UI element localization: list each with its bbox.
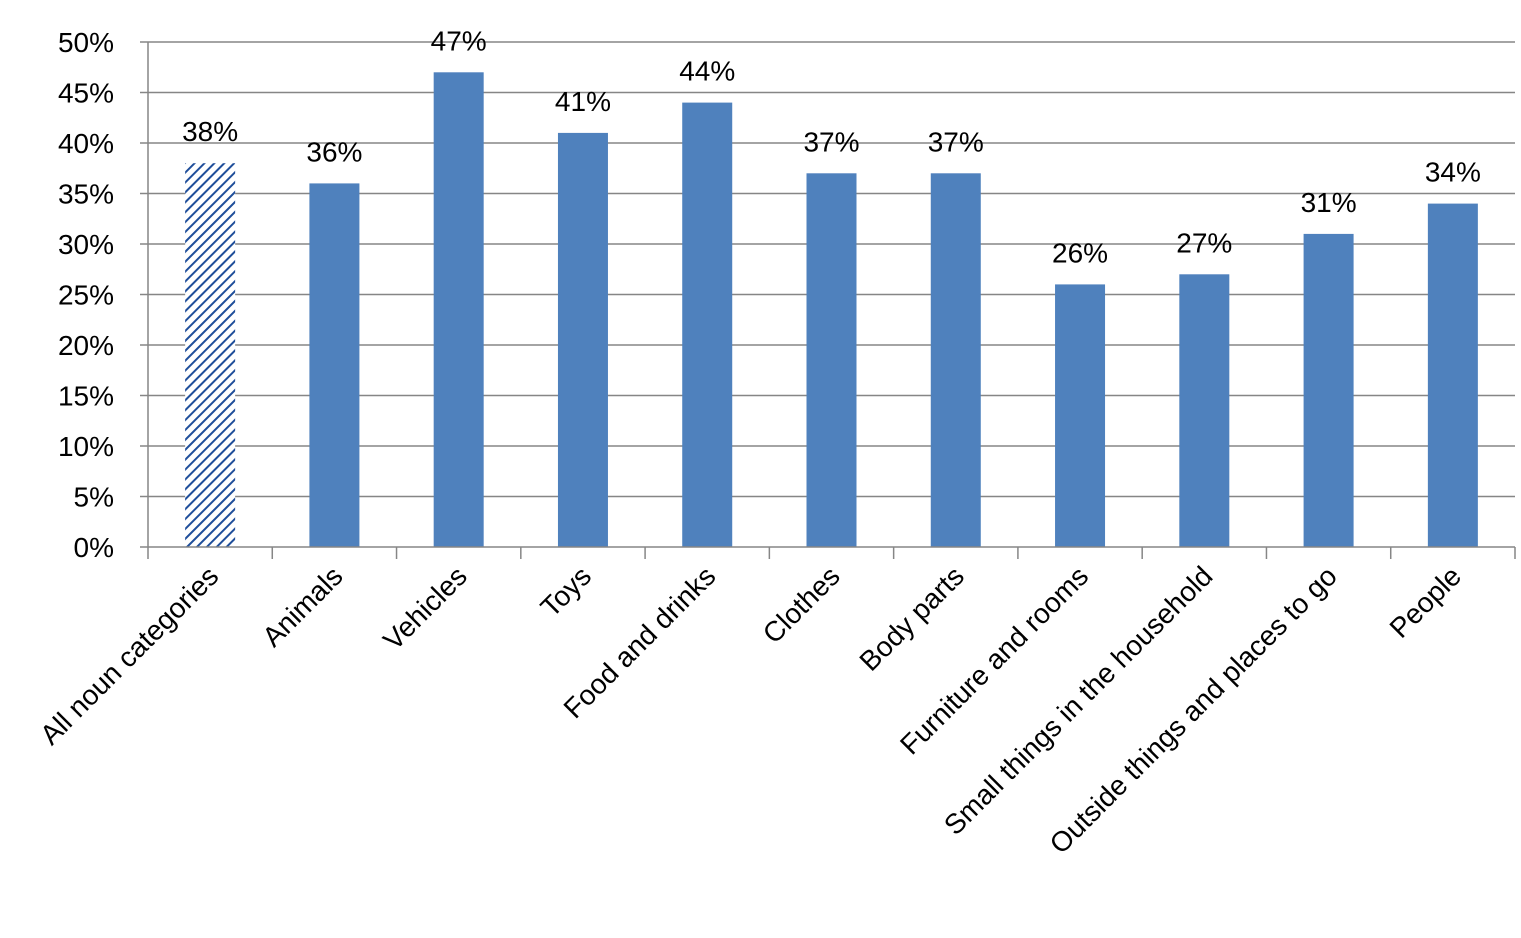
bar-3: [557, 132, 608, 547]
y-tick-label: 45%: [58, 78, 114, 109]
category-label-6: Body parts: [853, 560, 970, 677]
y-tick-label: 15%: [58, 381, 114, 412]
y-tick-label: 40%: [58, 128, 114, 159]
bar-5: [806, 173, 857, 548]
category-label-10: People: [1384, 560, 1468, 644]
y-tick-label: 20%: [58, 330, 114, 361]
bar-1: [309, 183, 360, 547]
bar-0: [185, 163, 236, 547]
bar-10: [1427, 203, 1478, 547]
x-axis-category-labels: All noun categories Animals Vehicles ToysFo…: [34, 560, 1467, 859]
y-tick-label: 35%: [58, 179, 114, 210]
y-axis-tick-labels: 0% 5% 10% 15% 20% 25% 30% 35% 40% 45% 50%: [58, 27, 114, 563]
bar-9: [1303, 233, 1354, 547]
category-label-8: Small things in the household: [938, 560, 1219, 841]
data-label-10: 34%: [1425, 157, 1481, 188]
data-label-5: 37%: [803, 126, 859, 157]
data-label-1: 36%: [306, 136, 362, 167]
data-label-4: 44%: [679, 56, 735, 87]
bars: [185, 72, 1478, 548]
data-label-0: 38%: [182, 116, 238, 147]
category-label-3: Toys: [535, 560, 598, 623]
bar-8: [1179, 274, 1230, 547]
data-label-2: 47%: [431, 25, 487, 56]
bar-6: [930, 173, 981, 548]
axes: [147, 42, 1516, 559]
y-tick-label: 50%: [58, 27, 114, 58]
y-tick-label: 10%: [58, 431, 114, 462]
bar-4: [682, 102, 733, 547]
category-label-5: Clothes: [757, 560, 846, 649]
data-label-6: 37%: [928, 126, 984, 157]
y-tick-label: 0%: [74, 532, 114, 563]
data-label-3: 41%: [555, 86, 611, 117]
category-label-1: Animals: [256, 560, 348, 652]
data-labels: 38% 36% 47% 41% 44% 37% 37% 26% 27% 31% 34%: [182, 25, 1481, 268]
bar-2: [433, 72, 484, 548]
category-label-2: Vehicles: [377, 560, 473, 656]
data-label-9: 31%: [1301, 187, 1357, 218]
data-label-7: 26%: [1052, 237, 1108, 268]
y-tick-label: 30%: [58, 229, 114, 260]
category-label-0: All noun categories: [34, 560, 224, 750]
bar-7: [1055, 284, 1106, 547]
y-tick-label: 5%: [74, 482, 114, 513]
data-label-8: 27%: [1176, 227, 1232, 258]
y-tick-label: 25%: [58, 280, 114, 311]
